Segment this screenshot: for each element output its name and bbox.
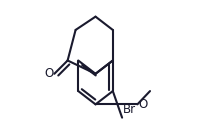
Text: O: O — [138, 98, 147, 111]
Text: Br: Br — [123, 103, 136, 116]
Text: O: O — [44, 67, 53, 80]
